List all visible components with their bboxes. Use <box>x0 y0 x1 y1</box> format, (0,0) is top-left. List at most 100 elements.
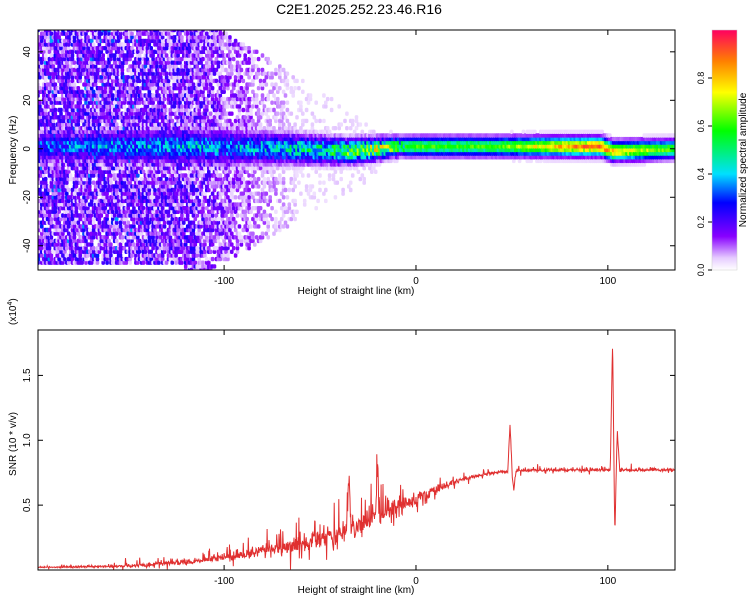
spectrogram-cell <box>51 249 56 254</box>
spectrogram-cell <box>72 220 77 225</box>
spectrogram-cell <box>43 53 48 58</box>
spectrogram-cell <box>40 231 44 236</box>
spectrogram-cell <box>49 31 54 36</box>
spectrogram-cell <box>61 49 65 54</box>
spectrogram-cell <box>61 191 65 196</box>
spectrogram-cell <box>68 64 73 69</box>
spectrogram-cell <box>74 216 79 222</box>
spectrogram-cell <box>78 213 82 218</box>
spectrogram-cell <box>72 231 77 236</box>
spectrogram-cell <box>59 216 63 222</box>
spectrogram-cell <box>40 224 44 229</box>
spectrogram-cell <box>72 176 77 182</box>
spectrogram-cell <box>43 187 48 193</box>
spectrogram-cell <box>40 107 44 113</box>
spectrogram-cell <box>51 104 56 109</box>
spectrogram-cell <box>91 246 96 251</box>
spectrogram-cell <box>78 191 82 196</box>
spectrogram-cell <box>101 53 105 58</box>
spectrogram-cell <box>72 60 77 65</box>
spectrogram-cell <box>72 224 77 229</box>
spectrogram-cell <box>51 64 56 69</box>
spectrogram-cell <box>70 216 75 222</box>
spectrogram-cell <box>66 78 71 84</box>
spectrogram-cell <box>49 253 54 258</box>
spectrogram-cell <box>65 86 69 91</box>
spectrogram-cell <box>63 256 67 262</box>
spectrogram-cell <box>70 187 75 193</box>
spectrogram-cell <box>65 180 69 185</box>
spectrogram-cell <box>59 107 63 113</box>
spectrogram-cell <box>74 206 79 211</box>
spectrogram-cell <box>45 67 50 73</box>
spectrogram-cell <box>63 249 67 254</box>
spectrogram-cell <box>78 242 82 247</box>
spectrogram-cell <box>65 246 69 251</box>
spectrogram-cell <box>43 180 48 185</box>
spectrogram-cell <box>74 64 79 69</box>
spectrogram-cell <box>38 187 42 193</box>
spectrogram-cell <box>43 107 48 113</box>
spectrogram-cell <box>51 122 56 127</box>
spectrogram-cell <box>47 30 52 33</box>
spectrogram-cell <box>51 78 56 84</box>
spectrogram-cell <box>63 216 67 222</box>
spectrogram-cell <box>49 216 54 222</box>
spectrogram-cell <box>72 35 77 40</box>
spectrogram-cell <box>38 238 42 244</box>
spectrogram-cell <box>49 180 54 185</box>
spectrogram-cell <box>76 67 81 73</box>
spectrogram-cell <box>38 86 42 91</box>
spectrogram-cell <box>68 31 73 36</box>
spectrogram-cell <box>57 187 61 193</box>
spectrogram-cell <box>65 184 69 189</box>
spectrogram-cell <box>51 75 56 80</box>
spectrogram-cell <box>63 176 67 182</box>
spectrogram-cell <box>65 67 69 73</box>
spectrogram-cell <box>43 78 48 84</box>
spectrogram-cell <box>72 253 77 258</box>
spectrogram-cell <box>47 249 52 254</box>
spectrogram-cell <box>164 71 169 76</box>
spectrogram-cell <box>55 31 59 36</box>
spectrogram-cell <box>47 213 52 218</box>
spectrogram-cell <box>66 42 71 47</box>
spectrogram-cell <box>61 253 65 258</box>
spectrogram-cell <box>70 111 75 116</box>
spectrogram-cell <box>76 86 81 91</box>
spectrogram-cell <box>49 238 54 244</box>
spectrogram-cell <box>61 260 65 265</box>
spectrogram-cell <box>66 198 71 204</box>
spectrogram-cell <box>40 246 44 251</box>
spectrogram-cell <box>59 246 63 251</box>
spectrogram-cell <box>49 38 54 44</box>
spectrogram-cell <box>66 231 71 236</box>
spectrogram-cell <box>40 235 44 240</box>
spectrogram-cell <box>72 82 77 87</box>
spectrogram-cell <box>61 184 65 189</box>
spectrogram-cell <box>218 173 223 178</box>
spectrogram-cell <box>61 67 65 73</box>
spectrogram-cell <box>63 64 67 69</box>
spectrogram-cell <box>216 216 221 222</box>
spectrogram-cell <box>57 35 61 40</box>
spectrogram-cell <box>201 56 205 62</box>
spectrogram-cell <box>57 227 61 233</box>
spectrogram-cell <box>49 220 54 225</box>
spectrogram-cell <box>210 86 215 91</box>
spectrogram-cell <box>65 31 69 36</box>
spectrogram-cell <box>214 78 219 84</box>
spectrogram-cell <box>91 180 96 185</box>
spectrogram-cell <box>180 35 184 40</box>
spectrogram-cell <box>47 89 52 94</box>
spectrogram-cell <box>57 220 61 225</box>
spectrogram-cell <box>216 60 221 65</box>
spectrogram-cell <box>53 198 58 204</box>
spectrogram-cell <box>70 256 75 262</box>
spectrogram-cell <box>51 118 56 124</box>
spectrogram-cell <box>47 227 52 233</box>
spectrogram-cell <box>214 184 219 189</box>
spectrogram-cell <box>38 104 42 109</box>
